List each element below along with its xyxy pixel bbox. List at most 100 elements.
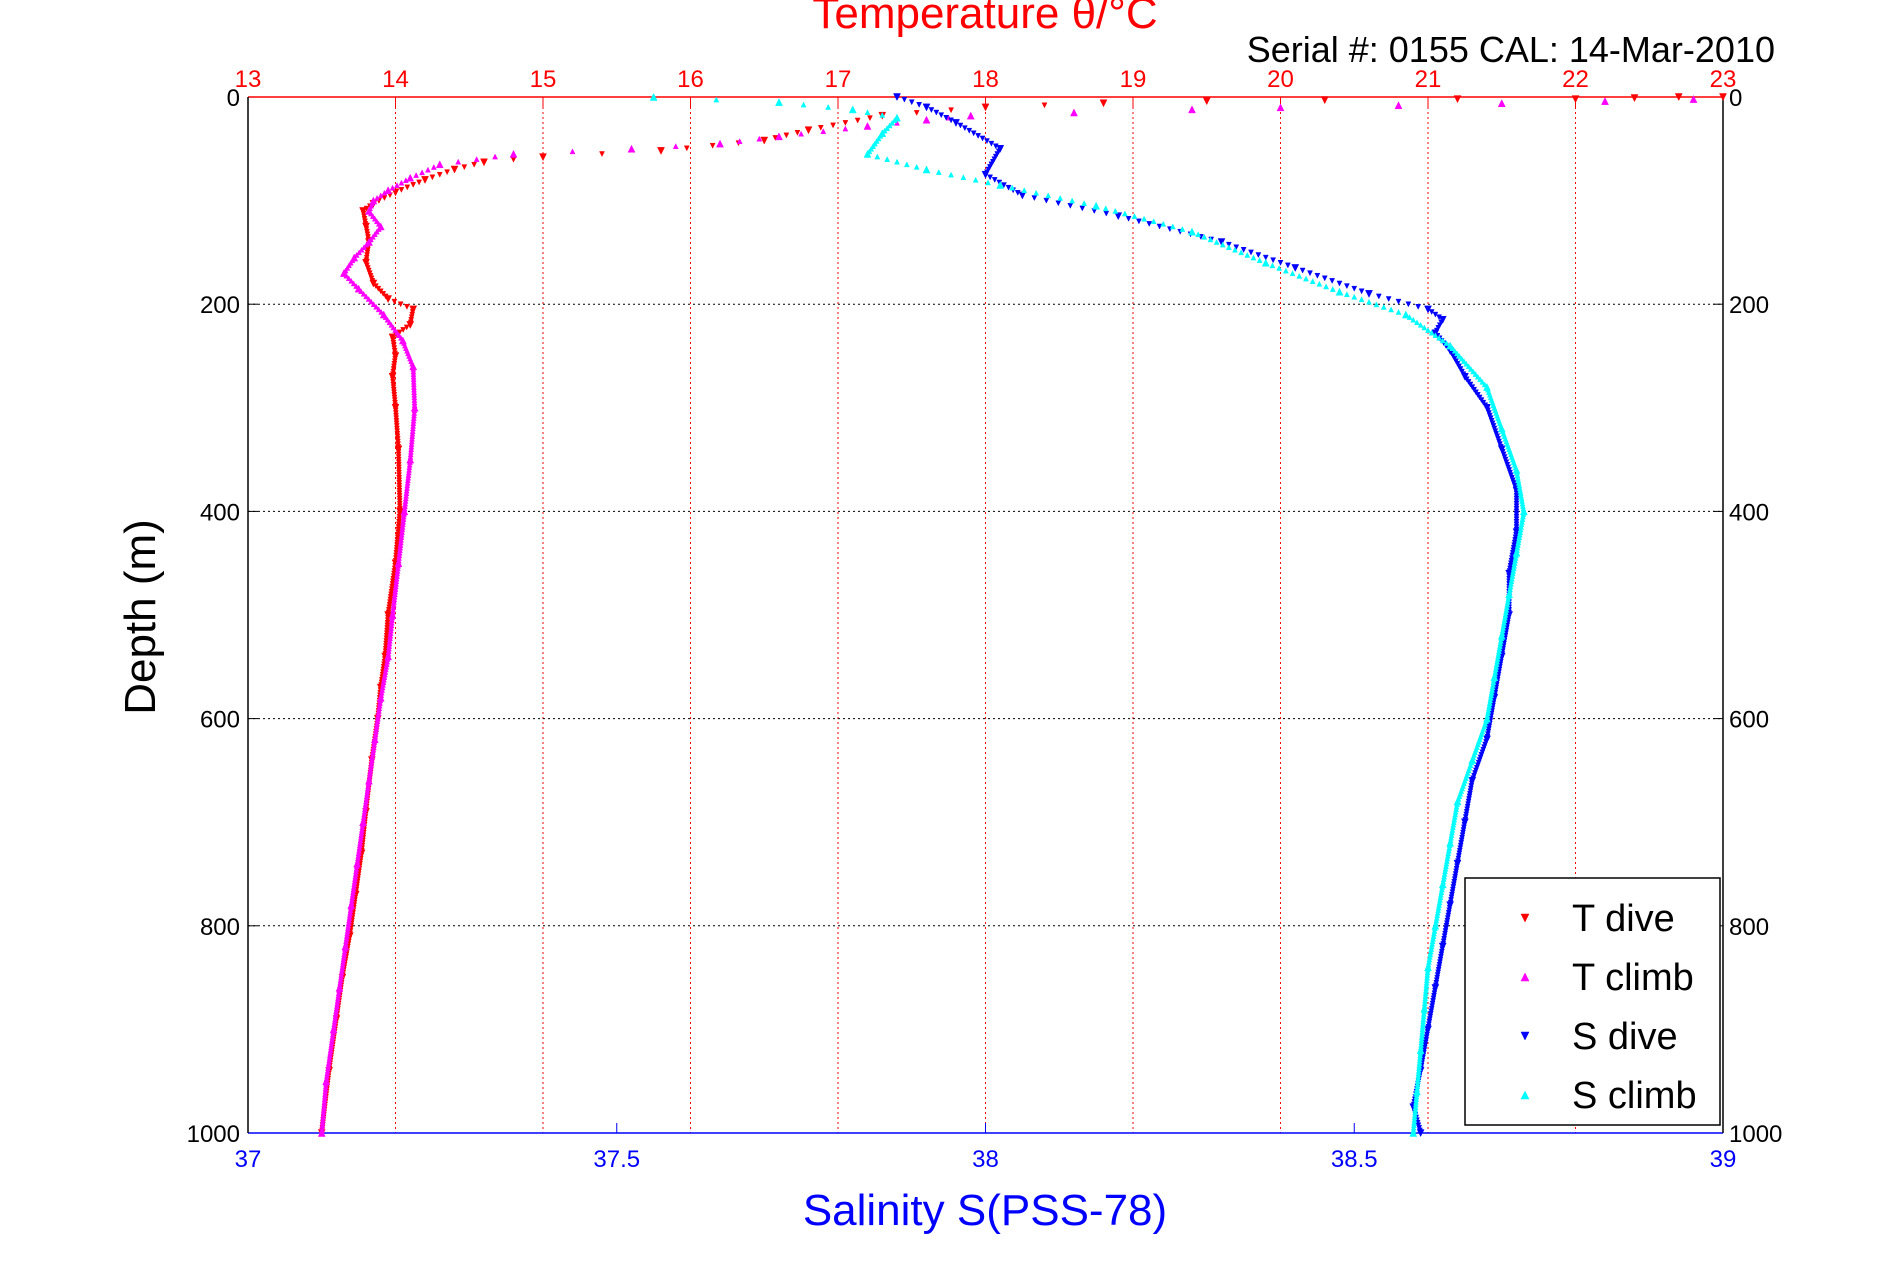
data-point-interp bbox=[1439, 337, 1446, 344]
data-point bbox=[1365, 290, 1373, 298]
data-point-interp bbox=[1009, 184, 1016, 191]
data-point-interp bbox=[948, 117, 954, 124]
depth-tick-label-left: 800 bbox=[200, 914, 240, 941]
data-point-interp bbox=[1250, 254, 1257, 261]
data-point-interp bbox=[510, 156, 517, 163]
data-point-interp bbox=[377, 192, 384, 199]
legend-label: T climb bbox=[1572, 957, 1694, 999]
data-point-interp bbox=[1135, 218, 1142, 225]
data-point-interp bbox=[368, 298, 375, 305]
data-point-interp bbox=[948, 107, 954, 114]
data-point-interp bbox=[473, 156, 480, 162]
data-point-interp bbox=[1395, 298, 1402, 305]
data-point-interp bbox=[1467, 365, 1474, 372]
data-point-interp bbox=[842, 120, 849, 126]
data-point-interp bbox=[979, 135, 986, 142]
temp-tick-label: 23 bbox=[1710, 66, 1737, 93]
data-point-interp bbox=[1041, 102, 1048, 109]
data-point-interp bbox=[935, 169, 942, 175]
data-point bbox=[1217, 238, 1226, 247]
data-point-interp bbox=[374, 194, 380, 201]
data-point-interp bbox=[913, 163, 920, 170]
data-point bbox=[848, 105, 857, 114]
data-point-interp bbox=[402, 177, 409, 184]
data-point-interp bbox=[1121, 210, 1128, 217]
data-point bbox=[1453, 95, 1462, 104]
data-point bbox=[1335, 287, 1344, 296]
data-point-interp bbox=[817, 124, 824, 131]
data-point bbox=[863, 121, 872, 130]
data-point-interp bbox=[756, 135, 763, 142]
legend-marker bbox=[1520, 1031, 1530, 1041]
data-point-interp bbox=[1043, 197, 1050, 204]
data-point-interp bbox=[1417, 321, 1424, 328]
data-point bbox=[1571, 95, 1580, 104]
data-point-interp bbox=[425, 166, 431, 173]
data-point-interp bbox=[1303, 275, 1309, 282]
data-point-interp bbox=[1079, 205, 1086, 212]
depth-tick-label-right: 800 bbox=[1729, 914, 1769, 941]
data-point-interp bbox=[569, 148, 576, 155]
data-point-interp bbox=[683, 145, 690, 152]
temp-tick-label: 22 bbox=[1562, 66, 1589, 93]
data-point-interp bbox=[867, 115, 873, 122]
data-point bbox=[1291, 264, 1300, 272]
data-point-interp bbox=[404, 184, 411, 191]
data-point-interp bbox=[1307, 270, 1313, 277]
data-point-interp bbox=[1014, 190, 1021, 196]
data-point-interp bbox=[381, 189, 388, 196]
data-point bbox=[775, 132, 783, 141]
data-point-interp bbox=[455, 158, 462, 165]
depth-tick-label-left: 0 bbox=[227, 85, 240, 112]
data-point-interp bbox=[794, 129, 801, 136]
data-point bbox=[1070, 108, 1078, 117]
data-point-interp bbox=[961, 125, 968, 132]
data-point-interp bbox=[928, 107, 935, 114]
data-point-interp bbox=[1380, 303, 1387, 310]
data-point-interp bbox=[1443, 339, 1450, 346]
data-point bbox=[1092, 201, 1101, 210]
data-point-interp bbox=[1323, 283, 1329, 290]
data-point-interp bbox=[391, 298, 398, 305]
data-point-interp bbox=[1451, 347, 1458, 354]
series-t-dive bbox=[317, 93, 1727, 1138]
points-layer bbox=[317, 92, 1727, 1138]
data-point-interp bbox=[970, 130, 977, 137]
data-point-interp bbox=[894, 158, 900, 165]
depth-tick-label-right: 1000 bbox=[1729, 1121, 1782, 1148]
data-point-interp bbox=[1150, 218, 1157, 225]
data-point-interp bbox=[1425, 327, 1431, 333]
data-point bbox=[406, 173, 415, 182]
depth-tick-label-left: 400 bbox=[200, 499, 240, 526]
data-point-interp bbox=[1458, 355, 1465, 362]
data-point-interp bbox=[430, 163, 437, 170]
data-point-interp bbox=[985, 179, 991, 186]
data-point-interp bbox=[1296, 272, 1303, 279]
data-point-interp bbox=[1414, 319, 1420, 326]
data-point-interp bbox=[1454, 350, 1460, 357]
data-point bbox=[1689, 95, 1698, 103]
data-point-interp bbox=[1461, 358, 1467, 364]
data-point-interp bbox=[1358, 296, 1365, 303]
data-point bbox=[716, 139, 724, 148]
data-point-interp bbox=[394, 182, 400, 189]
data-point-interp bbox=[1474, 373, 1481, 380]
data-point-interp bbox=[916, 102, 923, 108]
data-point-interp bbox=[429, 174, 436, 181]
data-point-interp bbox=[1470, 368, 1477, 375]
data-point bbox=[1114, 212, 1123, 221]
data-point bbox=[1401, 310, 1410, 319]
data-point-interp bbox=[913, 110, 920, 116]
data-point-interp bbox=[1256, 257, 1263, 263]
data-point-interp bbox=[1329, 278, 1336, 284]
data-point-interp bbox=[783, 132, 790, 139]
data-point-interp bbox=[1081, 200, 1088, 206]
legend-marker bbox=[1520, 972, 1530, 982]
data-point bbox=[981, 103, 990, 112]
data-point-interp bbox=[1201, 233, 1208, 240]
data-point-interp bbox=[1238, 249, 1245, 256]
data-point bbox=[981, 170, 990, 179]
data-point-interp bbox=[397, 301, 404, 308]
